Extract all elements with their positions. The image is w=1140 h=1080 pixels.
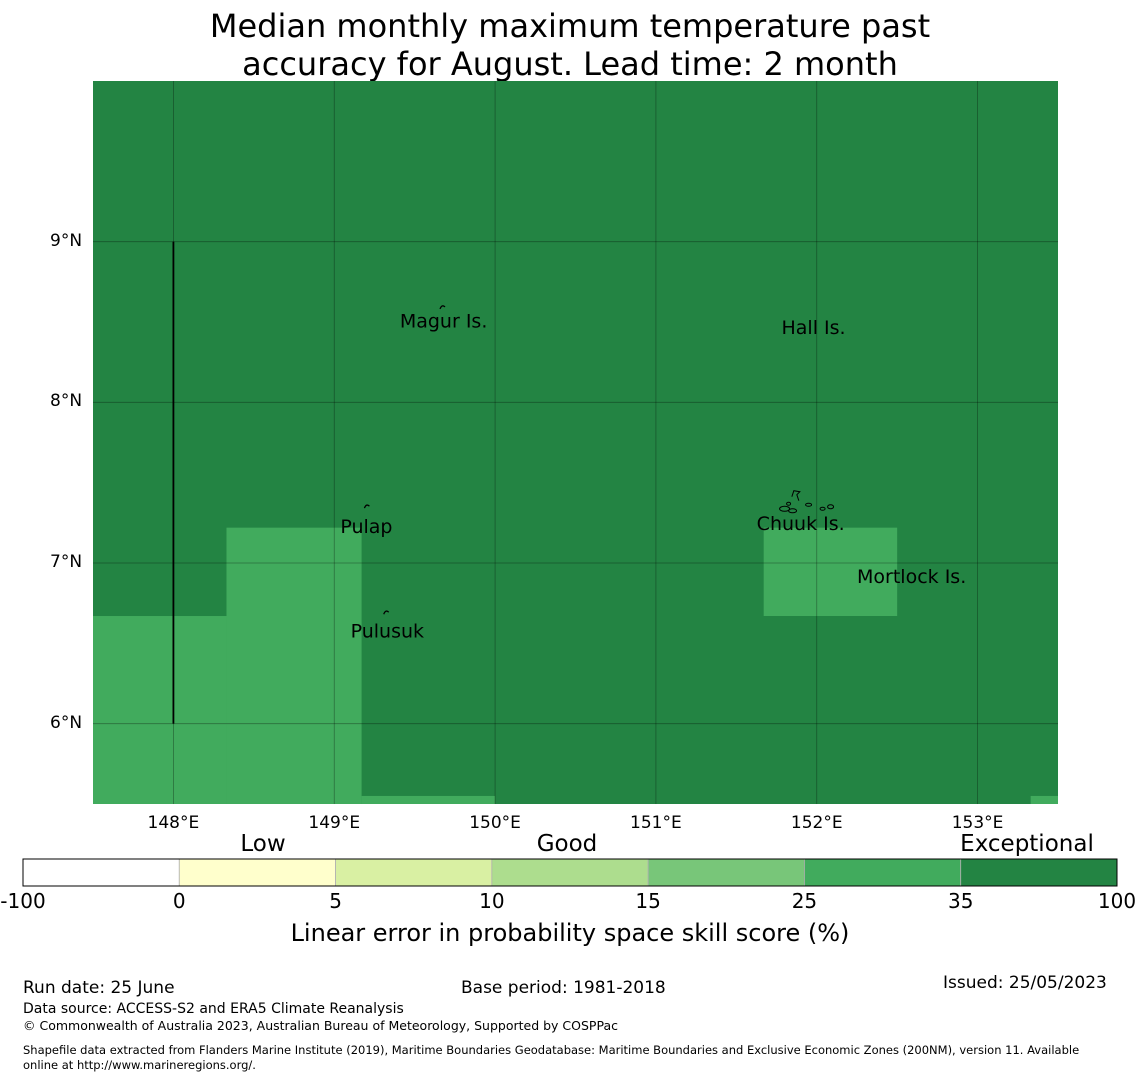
colorbar-swatch-2 bbox=[178, 858, 336, 887]
data-source: Data source: ACCESS-S2 and ERA5 Climate … bbox=[23, 1001, 404, 1017]
lon-tick-label: 148°E bbox=[147, 813, 200, 833]
colorbar-tick-label: 10 bbox=[479, 889, 505, 913]
colorbar-swatch-1 bbox=[22, 858, 180, 887]
island-pulusuk-outline bbox=[383, 610, 390, 615]
lon-tick-label: 149°E bbox=[308, 813, 361, 833]
island-chuuk-north-outline bbox=[791, 490, 801, 501]
island-pulap-outline bbox=[363, 504, 370, 509]
lat-tick-label: 7°N bbox=[50, 552, 83, 572]
place-label: Mortlock Is. bbox=[857, 566, 966, 588]
colorbar-tick-label: -100 bbox=[0, 889, 46, 913]
base-period: Base period: 1981-2018 bbox=[461, 978, 666, 998]
colorbar-swatch-5 bbox=[647, 858, 805, 887]
place-label: Chuuk Is. bbox=[757, 513, 845, 535]
colorbar-tick-label: 5 bbox=[329, 889, 342, 913]
colorbar-tick-label: 15 bbox=[635, 889, 661, 913]
skill-region-1 bbox=[93, 616, 227, 804]
place-label: Pulap bbox=[340, 516, 392, 538]
lat-tick-label: 6°N bbox=[50, 712, 83, 733]
place-label: Magur Is. bbox=[400, 311, 488, 333]
lon-tick-label: 151°E bbox=[630, 813, 682, 833]
colorbar-heading-low: Low bbox=[240, 831, 286, 857]
colorbar-swatch-4 bbox=[491, 858, 649, 887]
lon-tick-label: 152°E bbox=[790, 813, 843, 833]
chart-title-line-1: Median monthly maximum temperature past bbox=[209, 7, 931, 45]
colorbar-swatch-6 bbox=[804, 858, 962, 887]
lon-tick-label: 150°E bbox=[469, 813, 521, 833]
skill-region-4 bbox=[763, 527, 898, 617]
issued-date: Issued: 25/05/2023 bbox=[943, 973, 1107, 993]
colorbar-tick-label: 25 bbox=[791, 889, 818, 913]
skill-region-3 bbox=[361, 795, 496, 804]
colorbar-tick-label: 100 bbox=[1097, 889, 1137, 913]
island-magur-outline bbox=[439, 305, 446, 310]
colorbar-heading-good: Good bbox=[536, 831, 598, 857]
colorbar-swatch-3 bbox=[335, 858, 493, 887]
skill-region-2 bbox=[226, 527, 362, 804]
copyright: © Commonwealth of Australia 2023, Austra… bbox=[23, 1018, 618, 1033]
shapefile-credit-line-2: online at http://www.marineregions.org/. bbox=[23, 1058, 256, 1072]
lat-tick-label: 8°N bbox=[50, 391, 83, 412]
colorbar-frame bbox=[22, 858, 1118, 887]
place-label: Pulusuk bbox=[351, 621, 424, 643]
colorbar-swatch-7 bbox=[960, 858, 1118, 887]
lat-tick-label: 9°N bbox=[50, 230, 83, 251]
colorbar-tick-label: 35 bbox=[947, 889, 974, 913]
colorbar-label: Linear error in probability space skill … bbox=[290, 919, 850, 947]
place-label: Hall Is. bbox=[781, 317, 845, 339]
chart-title-line-2: accuracy for August. Lead time: 2 month bbox=[242, 45, 898, 83]
colorbar-heading-exceptional: Exceptional bbox=[960, 831, 1094, 857]
shapefile-credit-line-1: Shapefile data extracted from Flanders M… bbox=[23, 1043, 1080, 1057]
skill-region-5 bbox=[1030, 795, 1058, 804]
colorbar-tick-label: 0 bbox=[172, 889, 186, 913]
island-chuuk-outline bbox=[779, 501, 835, 514]
run-date: Run date: 25 June bbox=[23, 978, 175, 998]
lon-tick-label: 153°E bbox=[951, 813, 1004, 833]
